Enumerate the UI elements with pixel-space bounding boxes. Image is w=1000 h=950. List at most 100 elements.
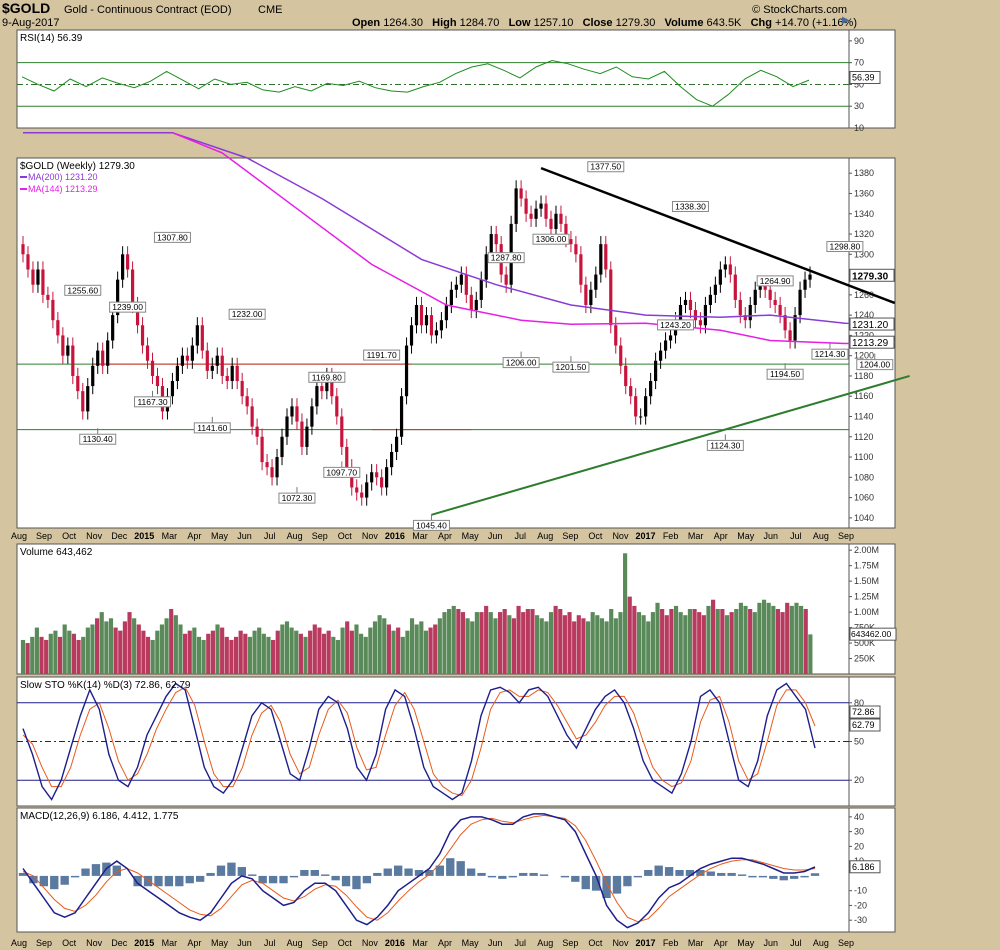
candle-body bbox=[718, 269, 722, 285]
macd-hist-bar bbox=[18, 872, 28, 876]
candle-body bbox=[429, 315, 434, 336]
rsi-y-label: 90 bbox=[854, 36, 864, 46]
play-icon[interactable]: ▶ bbox=[842, 15, 850, 26]
candle-body bbox=[290, 406, 294, 417]
macd-hist-bar bbox=[39, 875, 49, 887]
candle-body bbox=[723, 264, 727, 270]
macd-hist-bar bbox=[248, 874, 257, 876]
volume-bar bbox=[729, 612, 734, 674]
credit[interactable]: © StockCharts.com bbox=[752, 4, 847, 16]
volume-bar bbox=[326, 630, 331, 674]
x-axis-label: Aug bbox=[537, 531, 553, 541]
volume-bar bbox=[539, 618, 544, 674]
candle-body bbox=[135, 304, 140, 326]
price-label: 1097.70 bbox=[326, 467, 357, 477]
volume-bar bbox=[308, 630, 313, 674]
macd-hist-bar bbox=[195, 875, 205, 882]
candle-body bbox=[260, 436, 264, 463]
volume-bar bbox=[609, 609, 614, 674]
price-right-label: 1279.30 bbox=[852, 271, 889, 282]
x-axis-label: 2015 bbox=[134, 531, 154, 541]
price-y-label: 1320 bbox=[854, 229, 874, 239]
axis-sto bbox=[848, 676, 896, 807]
candle-body bbox=[753, 289, 757, 305]
volume-bar bbox=[738, 602, 743, 674]
volume-bar bbox=[382, 618, 387, 674]
x-axis-label: Jul bbox=[514, 531, 526, 541]
x-axis-label: 2017 bbox=[635, 938, 655, 948]
macd-hist-bar bbox=[321, 874, 330, 876]
candle-body bbox=[126, 254, 130, 270]
volume-bar bbox=[752, 612, 757, 674]
x-axis-label: Dec bbox=[111, 938, 128, 948]
macd-hist-bar bbox=[477, 872, 486, 876]
candle-body bbox=[285, 416, 289, 437]
x-axis-label: Apr bbox=[714, 531, 728, 541]
candle-body bbox=[140, 325, 145, 346]
macd-hist-bar bbox=[498, 875, 507, 879]
volume-bar bbox=[701, 615, 706, 674]
volume-bar bbox=[535, 615, 540, 674]
candle-body bbox=[26, 254, 30, 270]
candle-body bbox=[484, 254, 488, 280]
candle-body bbox=[280, 436, 284, 458]
volume-bar bbox=[284, 621, 290, 674]
candle-body bbox=[385, 467, 389, 488]
macd-hist-bar bbox=[696, 870, 705, 876]
volume-bar bbox=[34, 627, 39, 674]
candle-body bbox=[713, 284, 717, 295]
price-y-label: 1120 bbox=[854, 432, 873, 442]
volume-bar bbox=[169, 609, 174, 674]
x-axis-label: 2015 bbox=[134, 938, 154, 948]
volume-bar bbox=[780, 612, 785, 674]
vol-y-label: 1.50M bbox=[854, 576, 879, 586]
volume-bar bbox=[761, 599, 767, 674]
x-axis-label: Sep bbox=[312, 938, 328, 948]
volume-bar bbox=[81, 636, 86, 674]
macd-hist-bar bbox=[310, 870, 319, 876]
price-right-label: 1231.20 bbox=[852, 320, 889, 331]
candle-body bbox=[399, 396, 404, 437]
macd-y-label: 20 bbox=[854, 841, 864, 851]
candle-body bbox=[683, 299, 688, 305]
price-label-box bbox=[671, 200, 709, 212]
price-label: 1239.00 bbox=[112, 302, 143, 312]
volume-bar bbox=[321, 633, 327, 674]
price-label-box bbox=[811, 348, 849, 360]
candle-body bbox=[255, 426, 259, 437]
candle-body bbox=[200, 325, 204, 351]
candle-body bbox=[325, 375, 329, 392]
price-label-box bbox=[657, 319, 695, 331]
price-right-box bbox=[849, 335, 895, 349]
x-axis-label: Nov bbox=[362, 531, 379, 541]
price-label-box bbox=[193, 422, 231, 434]
macd-hist-bar bbox=[581, 875, 590, 890]
candle-body bbox=[56, 320, 60, 336]
macd-hist-bar bbox=[81, 868, 90, 876]
candle-body bbox=[663, 340, 668, 351]
candle-body bbox=[315, 386, 319, 407]
price-label-box bbox=[756, 275, 794, 287]
volume-bar bbox=[599, 618, 605, 674]
candle-body bbox=[768, 289, 772, 300]
candle-body bbox=[86, 386, 90, 412]
axis-vol bbox=[848, 543, 896, 675]
candle-body bbox=[76, 375, 80, 392]
legend-label: MA(200) 1231.20 bbox=[28, 172, 98, 182]
x-axis-label: Sep bbox=[562, 531, 578, 541]
macd-hist-bar bbox=[362, 875, 372, 884]
trendline-resistance bbox=[540, 166, 896, 305]
volume-bar bbox=[159, 624, 165, 674]
price-y-label: 1340 bbox=[854, 209, 874, 219]
x-axis-label: Aug bbox=[287, 531, 303, 541]
volume-bar bbox=[354, 624, 359, 674]
sto-k-box bbox=[849, 705, 881, 719]
macd-hist-bar bbox=[300, 870, 309, 876]
volume-bar bbox=[409, 618, 415, 674]
volume-bar bbox=[67, 630, 72, 674]
x-axis-label: Dec bbox=[111, 531, 128, 541]
candle-body bbox=[170, 381, 175, 397]
volume-bar bbox=[99, 612, 104, 674]
x-axis-label: Sep bbox=[838, 531, 854, 541]
volume-last: 643462.00 bbox=[851, 629, 891, 639]
